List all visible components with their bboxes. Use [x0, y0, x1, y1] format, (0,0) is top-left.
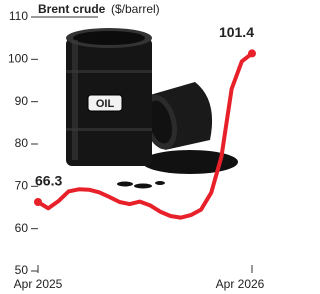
chart-title: Brent crude: [38, 2, 106, 16]
y-tick-label: 70: [15, 179, 29, 193]
y-tick-label: 100: [8, 52, 28, 66]
y-tick-label: 110: [9, 9, 28, 23]
oil-illustration: OIL: [66, 28, 238, 189]
end-dot: [248, 49, 256, 57]
y-tick-label: 60: [15, 221, 29, 235]
value-label: 101.4: [219, 24, 254, 40]
end-dot: [34, 198, 42, 206]
value-label: 66.3: [35, 173, 62, 189]
x-tick-label: Apr 2025: [14, 277, 63, 291]
y-tick-label: 50: [15, 263, 29, 277]
chart-subtitle: ($/barrel): [111, 2, 160, 16]
y-tick-label: 80: [15, 136, 29, 150]
y-tick-label: 90: [15, 94, 29, 108]
chart: OIL Brent crude ($/barrel) 50 60 70 80 90 100…: [0, 0, 265, 294]
x-tick-label: Apr 2026: [216, 277, 265, 291]
barrel-label: OIL: [96, 98, 115, 110]
